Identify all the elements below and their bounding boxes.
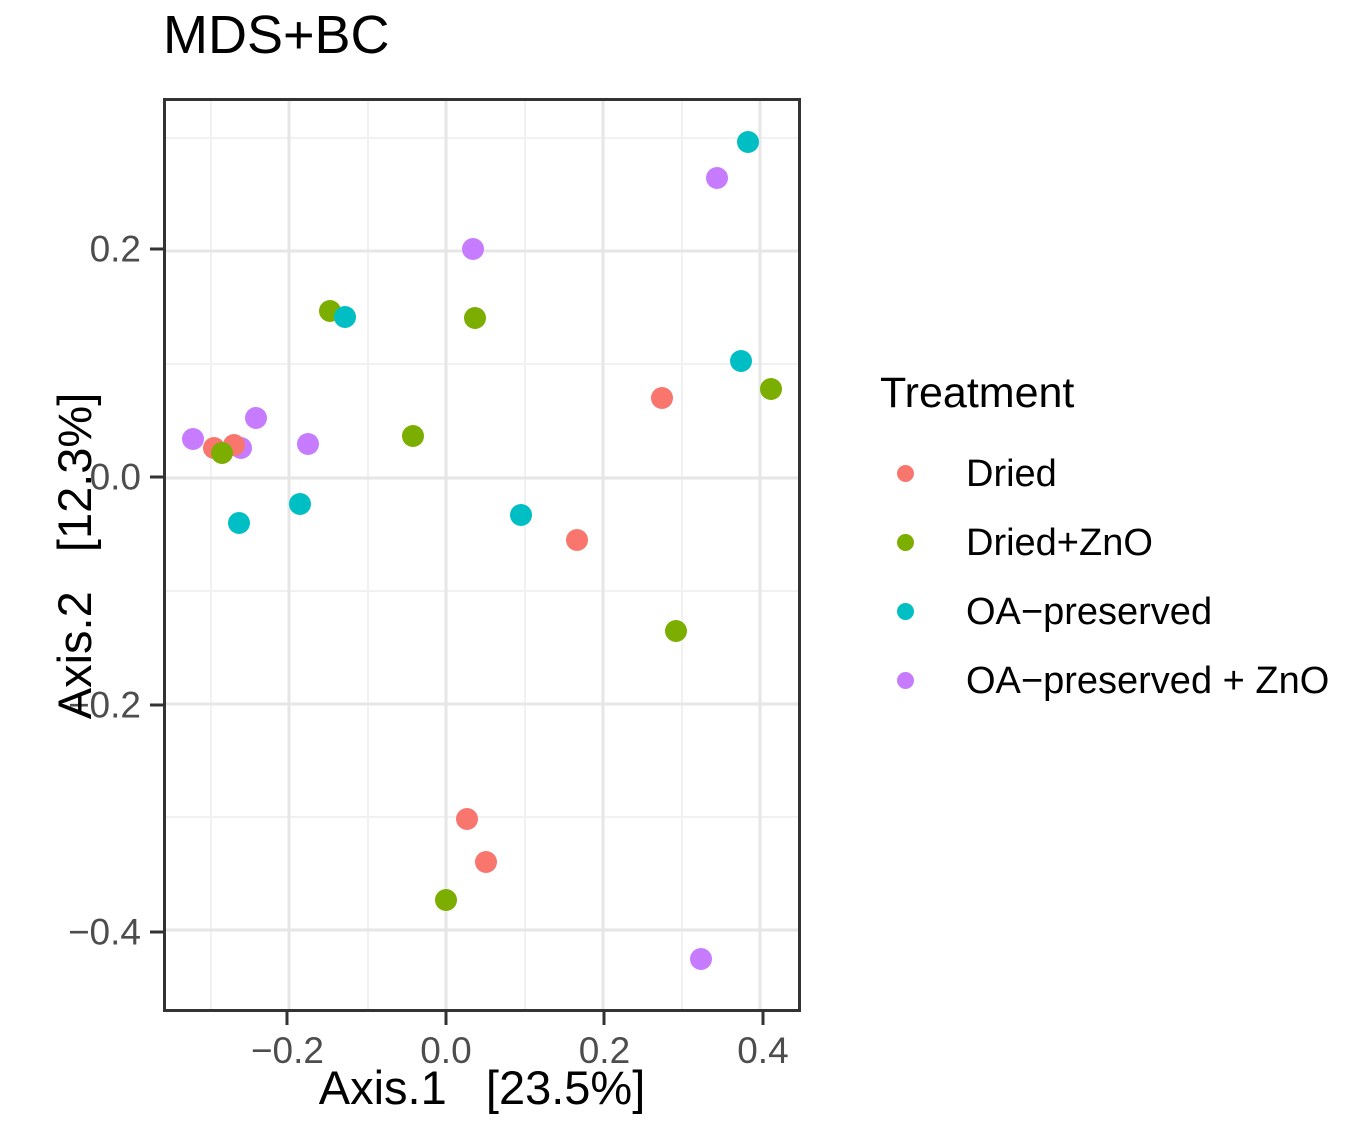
data-point-dried-zno [665, 620, 688, 643]
legend-item-oa-preserved-zno: OA−preserved + ZnO [880, 646, 1329, 715]
y-tick-label: 0.0 [89, 456, 141, 498]
gridline-x-major [601, 101, 605, 1009]
y-tick-label: −0.4 [67, 911, 141, 953]
legend-item-label: Dried+ZnO [966, 521, 1153, 564]
x-axis-title: Axis.1 [23.5%] [318, 1061, 646, 1114]
data-point-dried [565, 528, 588, 551]
legend-item-dried-zno: Dried+ZnO [880, 508, 1153, 577]
y-tick-mark [150, 930, 163, 934]
data-point-oa-preserved [736, 130, 759, 153]
plot-title: MDS+BC [163, 5, 390, 65]
x-tick-mark [285, 1012, 289, 1025]
x-tick-label: −0.2 [250, 1030, 324, 1071]
data-point-oa-preserved-zno [244, 406, 267, 429]
x-tick-mark [602, 1012, 606, 1025]
y-tick-mark [150, 475, 163, 479]
y-tick-mark [150, 247, 163, 251]
gridline-y-minor [166, 815, 798, 818]
gridline-y-minor [166, 589, 798, 592]
gridline-x-major [444, 101, 448, 1009]
legend-item-label: OA−preserved + ZnO [966, 659, 1330, 702]
gridline-y-major [166, 702, 798, 706]
data-point-oa-preserved-zno [461, 238, 484, 261]
data-point-oa-preserved [509, 503, 532, 526]
x-axis: −0.2 0.0 0.2 0.4 [163, 1012, 801, 1087]
legend-swatch-icon [897, 534, 914, 551]
gridline-x-major [287, 101, 291, 1009]
y-axis: 0.2 0.0 −0.2 −0.4 [0, 98, 163, 1012]
gridline-x-minor [680, 101, 683, 1009]
gridline-x-minor [209, 101, 212, 1009]
data-point-dried-zno [210, 441, 233, 464]
gridline-y-minor [166, 363, 798, 366]
data-point-dried-zno [463, 307, 486, 330]
data-point-dried-zno [435, 889, 458, 912]
gridline-x-major [758, 101, 762, 1009]
legend-item-label: Dried [966, 452, 1057, 495]
x-tick-mark [761, 1012, 765, 1025]
gridline-y-minor [166, 137, 798, 140]
x-tick-label: 0.4 [737, 1030, 789, 1071]
legend-title: Treatment [880, 369, 1075, 417]
legend-item-label: OA−preserved [966, 590, 1213, 633]
legend-swatch-icon [897, 603, 914, 620]
data-point-oa-preserved [228, 511, 250, 534]
x-tick-label: 0.0 [420, 1030, 472, 1071]
data-point-oa-preserved [334, 305, 356, 328]
data-point-oa-preserved-zno [706, 166, 729, 189]
legend-item-oa-preserved: OA−preserved [880, 577, 1212, 646]
data-point-dried [455, 808, 478, 831]
data-point-oa-preserved [730, 350, 753, 373]
data-point-oa-preserved-zno [181, 428, 204, 451]
data-point-dried-zno [401, 424, 424, 447]
y-tick-label: 0.2 [89, 228, 141, 270]
data-point-oa-preserved [289, 492, 312, 515]
gridline-y-major [166, 928, 798, 932]
x-tick-mark [444, 1012, 448, 1025]
legend-swatch-icon [897, 465, 914, 482]
gridline-x-minor [366, 101, 369, 1009]
legend-item-dried: Dried [880, 439, 1057, 508]
plot-panel [163, 98, 801, 1012]
y-axis-title: Axis.2 [12.3%] [48, 392, 101, 720]
x-tick-label: 0.2 [578, 1030, 631, 1071]
gridline-x-minor [523, 101, 526, 1009]
data-point-dried-zno [759, 378, 782, 401]
y-tick-label: −0.2 [67, 684, 141, 726]
data-point-dried [651, 387, 674, 410]
legend: Treatment Dried Dried+ZnO OA−preserved OA−p… [880, 369, 1340, 730]
gridline-y-major [166, 476, 798, 480]
data-point-oa-preserved-zno [689, 948, 712, 971]
data-point-dried [474, 851, 497, 873]
legend-swatch-icon [897, 672, 914, 689]
y-tick-mark [150, 703, 163, 707]
data-point-oa-preserved-zno [297, 432, 320, 455]
